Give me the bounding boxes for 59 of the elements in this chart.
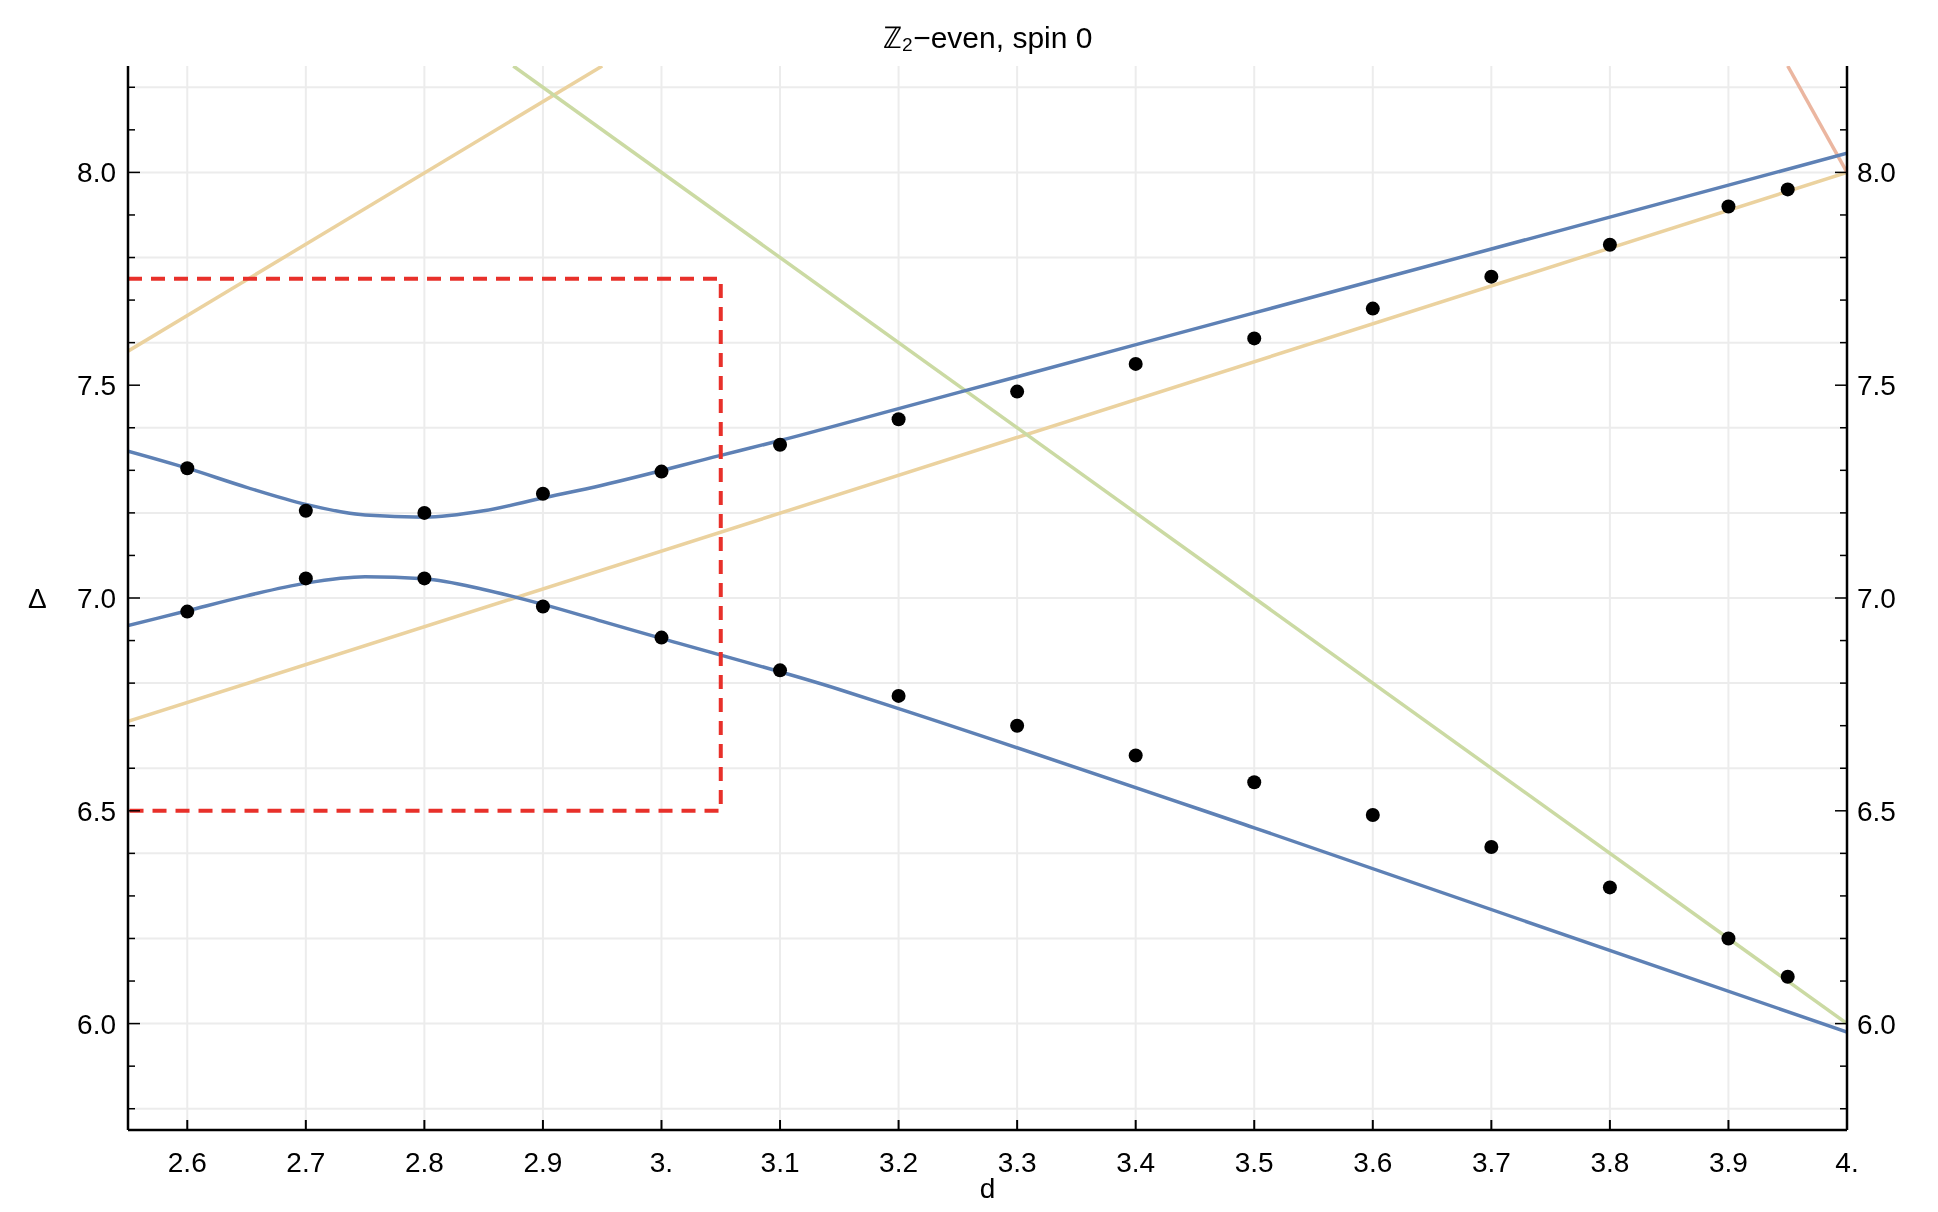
y-tick-label: 8.0: [77, 157, 116, 189]
x-tick-label: 3.7: [1471, 1147, 1511, 1178]
point: [417, 571, 432, 586]
point: [535, 599, 550, 614]
x-tick-label: 3.3: [997, 1147, 1037, 1178]
point: [654, 464, 669, 479]
point: [1721, 931, 1736, 946]
x-tick-label: 3.5: [1234, 1147, 1274, 1178]
y-tick-label: 7.0: [77, 583, 116, 614]
y-tick-label: 7.5: [77, 370, 116, 402]
x-tick-label: 3.1: [760, 1147, 800, 1178]
point: [1780, 969, 1795, 984]
point: [298, 503, 313, 518]
y2-tick-label: 6.0: [1857, 1008, 1896, 1040]
point: [1780, 182, 1795, 197]
point: [654, 630, 669, 645]
point: [417, 505, 432, 520]
point: [1365, 808, 1380, 823]
point: [1602, 880, 1617, 895]
point: [1010, 384, 1025, 399]
y2-tick-label: 6.5: [1857, 795, 1896, 827]
x-tick-label: 3.: [649, 1147, 674, 1178]
point: [298, 571, 313, 586]
point: [891, 412, 906, 427]
point: [1128, 748, 1143, 763]
x-tick-label: 2.9: [523, 1147, 563, 1178]
point: [891, 688, 906, 703]
x-tick-label: 2.8: [404, 1147, 444, 1178]
x-tick-label: 3.2: [879, 1147, 919, 1178]
y2-tick-label: 7.5: [1857, 370, 1896, 402]
point: [1484, 839, 1499, 854]
point: [1010, 718, 1025, 733]
x-tick-label: 2.7: [286, 1147, 326, 1178]
point: [1484, 269, 1499, 284]
y2-tick-label: 8.0: [1857, 157, 1896, 189]
point: [1365, 301, 1380, 316]
x-tick-label: 3.4: [1116, 1147, 1156, 1178]
point: [535, 486, 550, 501]
point: [773, 663, 788, 678]
point: [1247, 775, 1262, 790]
y-axis-title: Δ: [28, 583, 47, 614]
point: [773, 437, 788, 452]
y-tick-label: 6.0: [77, 1008, 116, 1040]
point: [180, 461, 195, 476]
point: [1721, 199, 1736, 214]
line-series: [128, 151, 1847, 519]
chart-title: ℤ₂−even, spin 0: [882, 21, 1093, 54]
y-tick-label: 6.5: [77, 795, 116, 827]
point: [180, 604, 195, 619]
x-tick-label: 3.9: [1708, 1147, 1748, 1178]
x-tick-label: 3.8: [1590, 1147, 1630, 1178]
x-tick-label: 3.6: [1353, 1147, 1393, 1178]
point: [1128, 356, 1143, 371]
y2-tick-label: 7.0: [1857, 583, 1896, 614]
x-axis-title: d: [979, 1173, 996, 1204]
point: [1247, 331, 1262, 346]
x-tick-label: 2.6: [167, 1147, 207, 1178]
point: [1602, 237, 1617, 252]
x-tick-label: 4.: [1835, 1147, 1859, 1178]
